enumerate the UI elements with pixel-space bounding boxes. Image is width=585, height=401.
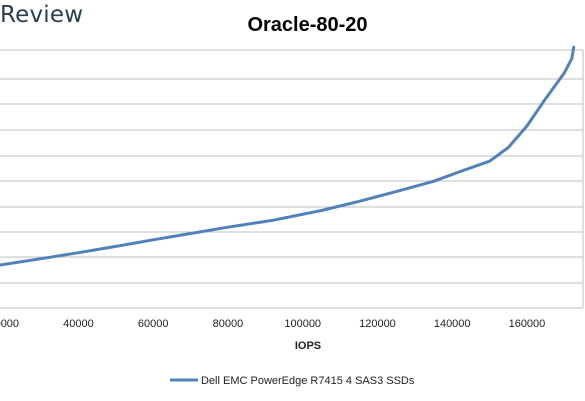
x-axis-label: IOPS bbox=[295, 340, 321, 352]
chart-title: Oracle-80-20 bbox=[247, 14, 368, 36]
x-tick-label: 100000 bbox=[284, 318, 321, 330]
site-brand-logo: Review bbox=[0, 2, 84, 28]
series-group bbox=[0, 45, 576, 267]
x-tick-label: 160000 bbox=[509, 318, 546, 330]
x-tick-label: 20000 bbox=[0, 318, 19, 330]
x-tick-label: 120000 bbox=[359, 318, 396, 330]
x-tick-labels: 20000 40000 60000 80000 100000 120000 140000 16… bbox=[0, 318, 545, 330]
legend: Dell EMC PowerEdge R7415 4 SAS3 SSDs bbox=[170, 375, 415, 387]
x-tick-label: 60000 bbox=[138, 318, 169, 330]
legend-label: Dell EMC PowerEdge R7415 4 SAS3 SSDs bbox=[201, 375, 415, 387]
series-line bbox=[0, 45, 576, 267]
x-tick-label: 80000 bbox=[213, 318, 244, 330]
gridlines bbox=[0, 49, 584, 309]
x-tick-label: 40000 bbox=[63, 318, 94, 330]
x-tick-label: 140000 bbox=[434, 318, 471, 330]
